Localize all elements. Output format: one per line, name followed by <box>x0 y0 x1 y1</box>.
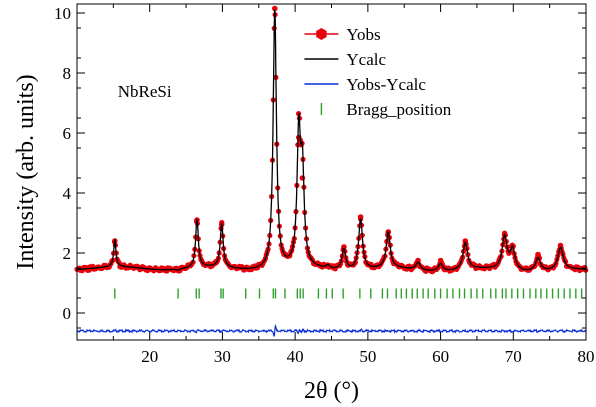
x-tick-label: 50 <box>359 347 376 366</box>
y-axis-title: Intensity (arb. units) <box>13 74 39 269</box>
y-tick-label: 2 <box>63 244 72 263</box>
x-tick-label: 70 <box>505 347 522 366</box>
legend-yobs-marker <box>316 28 327 40</box>
yobs-point <box>341 244 347 250</box>
yobs-point <box>437 257 444 264</box>
yobs-point <box>272 5 278 12</box>
legend-label: Yobs <box>346 25 380 44</box>
yobs-point <box>299 175 306 181</box>
yobs-point <box>557 242 564 249</box>
y-tick-label: 0 <box>63 304 72 323</box>
sample-label: NbReSi <box>118 82 172 101</box>
x-tick-label: 30 <box>214 347 231 366</box>
y-tick-label: 6 <box>63 124 72 143</box>
ycalc-line <box>77 9 586 271</box>
legend-label: Yobs-Ycalc <box>346 75 426 94</box>
x-tick-label: 80 <box>578 347 595 366</box>
legend-label: Bragg_position <box>346 100 451 119</box>
x-tick-label: 20 <box>141 347 158 366</box>
y-tick-label: 10 <box>54 4 71 23</box>
y-tick-label: 4 <box>63 184 72 203</box>
legend-label: Ycalc <box>346 50 386 69</box>
x-tick-label: 60 <box>432 347 449 366</box>
plot-frame <box>76 3 587 341</box>
difference-line <box>76 323 587 337</box>
yobs-point <box>357 214 364 220</box>
x-tick-label: 40 <box>287 347 304 366</box>
yobs-point <box>175 266 181 273</box>
yobs-point <box>535 251 541 258</box>
yobs-point <box>415 257 421 264</box>
y-tick-label: 8 <box>63 64 72 83</box>
x-axis-title: 2θ (°) <box>304 378 359 404</box>
legend: Yobs Ycalc Yobs-Ycalc Bragg_position <box>304 25 452 119</box>
